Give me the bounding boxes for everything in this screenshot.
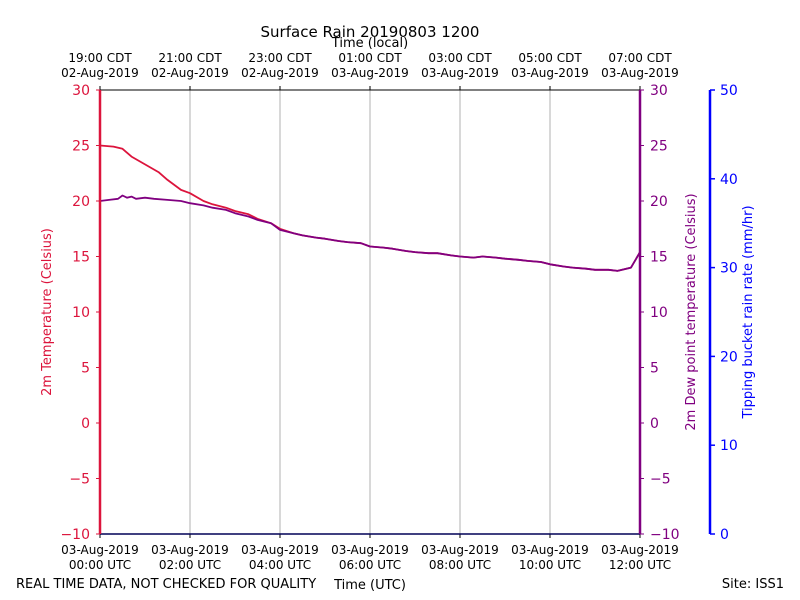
x-tick-label-time: 02:00 UTC bbox=[159, 558, 221, 572]
x-tick-label-time: 00:00 UTC bbox=[69, 558, 131, 572]
top-tick-label-date: 03-Aug-2019 bbox=[601, 66, 679, 80]
x-tick-label-date: 03-Aug-2019 bbox=[421, 543, 499, 557]
y-left-tick-label: 30 bbox=[72, 83, 90, 99]
top-tick-label-time: 19:00 CDT bbox=[68, 51, 132, 65]
x-tick-label-time: 12:00 UTC bbox=[609, 558, 671, 572]
x-tick-label-date: 03-Aug-2019 bbox=[601, 543, 679, 557]
chart-title: Surface Rain 20190803 1200 bbox=[261, 23, 480, 41]
footer-quality-note: REAL TIME DATA, NOT CHECKED FOR QUALITY bbox=[16, 577, 316, 592]
y-rain-tick-label: 40 bbox=[720, 172, 738, 188]
x-tick-label-time: 08:00 UTC bbox=[429, 558, 491, 572]
x-tick-label-time: 04:00 UTC bbox=[249, 558, 311, 572]
y-left-tick-label: 25 bbox=[72, 139, 90, 155]
y-axis-right-label: 2m Dew point temperature (Celsius) bbox=[684, 193, 699, 430]
top-tick-label-time: 21:00 CDT bbox=[158, 51, 222, 65]
top-tick-label-time: 01:00 CDT bbox=[338, 51, 402, 65]
y-rain-tick-label: 0 bbox=[720, 527, 729, 543]
y-right-tick-label: −10 bbox=[650, 527, 680, 543]
y-left-tick-label: 0 bbox=[81, 416, 90, 432]
y-right-tick-label: 30 bbox=[650, 83, 668, 99]
y-right-tick-label: 25 bbox=[650, 139, 668, 155]
y-left-tick-label: 10 bbox=[72, 305, 90, 321]
top-tick-label-date: 03-Aug-2019 bbox=[511, 66, 589, 80]
grid bbox=[189, 90, 551, 534]
y-left-tick-label: −5 bbox=[69, 472, 90, 488]
y-right-tick-label: −5 bbox=[650, 472, 671, 488]
top-tick-label-time: 03:00 CDT bbox=[428, 51, 492, 65]
y-left-tick-label: 20 bbox=[72, 194, 90, 210]
x-tick-label-date: 03-Aug-2019 bbox=[241, 543, 319, 557]
axis-spines bbox=[98, 89, 712, 535]
y-left-tick-label: 5 bbox=[81, 361, 90, 377]
x-tick-label-date: 03-Aug-2019 bbox=[331, 543, 409, 557]
x-tick-label-date: 03-Aug-2019 bbox=[511, 543, 589, 557]
x-axis-label: Time (UTC) bbox=[333, 578, 406, 593]
y-rain-tick-label: 50 bbox=[720, 83, 738, 99]
y-right-tick-label: 15 bbox=[650, 250, 668, 266]
top-tick-label-time: 23:00 CDT bbox=[248, 51, 312, 65]
top-tick-label-date: 02-Aug-2019 bbox=[241, 66, 319, 80]
top-tick-label-date: 03-Aug-2019 bbox=[421, 66, 499, 80]
y-right-tick-label: 20 bbox=[650, 194, 668, 210]
x-tick-label-time: 10:00 UTC bbox=[519, 558, 581, 572]
y-right-tick-label: 5 bbox=[650, 361, 659, 377]
y-axis-rain-label: Tipping bucket rain rate (mm/hr) bbox=[741, 205, 756, 419]
y-right-tick-label: 0 bbox=[650, 416, 659, 432]
y-rain-tick-label: 10 bbox=[720, 438, 738, 454]
y-left-tick-label: 15 bbox=[72, 250, 90, 266]
top-tick-label-time: 07:00 CDT bbox=[608, 51, 672, 65]
x-tick-label-date: 03-Aug-2019 bbox=[151, 543, 229, 557]
top-tick-label-date: 02-Aug-2019 bbox=[61, 66, 139, 80]
y-axis-left-label: 2m Temperature (Celsius) bbox=[40, 228, 55, 396]
y-right-tick-label: 10 bbox=[650, 305, 668, 321]
x-tick-label-date: 03-Aug-2019 bbox=[61, 543, 139, 557]
y-rain-tick-label: 30 bbox=[720, 261, 738, 277]
top-tick-label-time: 05:00 CDT bbox=[518, 51, 582, 65]
top-tick-label-date: 02-Aug-2019 bbox=[151, 66, 229, 80]
x-tick-label-time: 06:00 UTC bbox=[339, 558, 401, 572]
top-axis-label: Time (local) bbox=[331, 36, 408, 51]
y-rain-tick-label: 20 bbox=[720, 349, 738, 365]
top-tick-label-date: 03-Aug-2019 bbox=[331, 66, 409, 80]
dewpoint-series-line bbox=[99, 194, 641, 272]
y-left-tick-label: −10 bbox=[60, 527, 90, 543]
footer-site-label: Site: ISS1 bbox=[722, 577, 784, 592]
